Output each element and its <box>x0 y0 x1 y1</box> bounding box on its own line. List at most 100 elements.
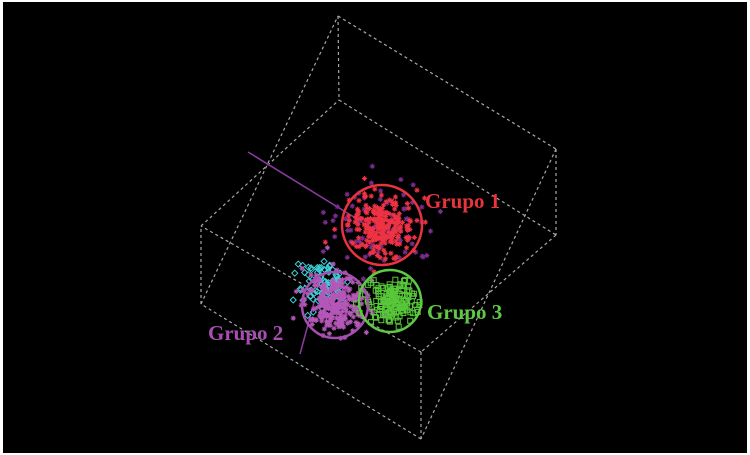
data-point <box>319 284 325 290</box>
data-point <box>356 209 362 215</box>
data-point <box>316 304 322 310</box>
scatter-3d-plot: Grupo 1 Grupo 2 Grupo 3 <box>200 15 557 440</box>
data-point <box>369 242 375 248</box>
data-point <box>371 211 378 217</box>
data-point <box>365 217 371 223</box>
data-point <box>330 291 337 297</box>
data-point <box>378 317 385 324</box>
data-point <box>368 230 375 236</box>
data-point <box>340 316 346 322</box>
data-point <box>315 278 321 284</box>
data-point <box>289 296 297 304</box>
data-point <box>396 226 402 232</box>
data-point <box>330 218 336 224</box>
data-point <box>307 264 315 272</box>
data-point <box>376 211 383 217</box>
data-point <box>355 312 361 318</box>
data-point <box>354 226 360 232</box>
data-point <box>334 267 340 273</box>
data-point <box>375 243 381 249</box>
data-point <box>374 230 380 236</box>
data-point <box>373 297 380 304</box>
data-point <box>331 309 337 315</box>
cube-edge <box>200 99 340 227</box>
data-point <box>310 306 317 312</box>
data-point <box>368 307 374 313</box>
data-point <box>369 163 375 169</box>
data-point <box>329 280 335 286</box>
data-point <box>385 229 391 236</box>
data-point <box>408 218 414 224</box>
data-point <box>329 315 335 321</box>
data-point <box>394 317 401 324</box>
data-point <box>307 288 313 294</box>
data-point <box>348 303 354 310</box>
data-point <box>404 200 410 207</box>
data-point <box>300 268 309 277</box>
data-point <box>338 303 344 310</box>
data-point <box>304 263 313 271</box>
data-point <box>340 301 346 307</box>
data-point <box>343 306 349 312</box>
data-point <box>407 226 413 233</box>
data-point <box>300 287 306 293</box>
data-point <box>378 240 384 246</box>
data-point <box>424 252 430 259</box>
data-point <box>358 301 365 307</box>
data-point <box>339 280 346 286</box>
data-point <box>327 322 333 329</box>
cube-edge <box>200 15 339 305</box>
data-point <box>345 213 352 219</box>
data-point <box>437 208 443 215</box>
data-point <box>332 226 338 232</box>
data-point <box>356 244 362 250</box>
data-point <box>359 295 365 301</box>
data-point <box>373 281 380 288</box>
group-1-label: Grupo 1 <box>425 189 500 213</box>
data-point <box>309 321 315 327</box>
data-point <box>323 305 329 312</box>
data-point <box>403 245 410 251</box>
data-point <box>374 204 381 211</box>
data-point <box>388 218 395 224</box>
data-point <box>304 311 312 320</box>
data-point <box>342 298 348 304</box>
data-point <box>392 194 399 200</box>
data-point <box>389 198 395 204</box>
data-point <box>389 312 396 319</box>
data-point <box>354 206 361 212</box>
data-point <box>346 218 352 224</box>
data-point <box>372 203 378 209</box>
data-point <box>315 266 324 274</box>
data-point <box>334 285 340 291</box>
data-point <box>344 276 350 282</box>
data-point <box>382 250 388 256</box>
data-point <box>382 256 388 262</box>
group-3-label: Grupo 3 <box>427 300 502 324</box>
data-point <box>412 302 419 309</box>
data-point <box>353 243 359 250</box>
data-point <box>391 225 397 232</box>
data-point <box>371 237 377 243</box>
data-point <box>404 225 410 231</box>
data-point <box>324 301 330 307</box>
data-point <box>371 247 377 253</box>
data-point <box>330 305 337 311</box>
data-point <box>371 269 377 275</box>
data-point <box>361 191 368 197</box>
data-point <box>380 237 386 243</box>
data-point <box>365 281 372 288</box>
data-point <box>308 272 314 278</box>
data-point <box>378 192 385 198</box>
data-point <box>290 315 296 321</box>
data-point <box>331 325 337 331</box>
data-point <box>378 188 384 194</box>
data-point <box>367 233 374 239</box>
data-point <box>374 223 381 229</box>
data-point <box>344 191 350 197</box>
data-point <box>344 254 350 260</box>
data-point <box>343 309 349 315</box>
group-2-label: Grupo 2 <box>208 321 283 345</box>
data-point <box>406 235 412 241</box>
data-point <box>399 292 406 299</box>
